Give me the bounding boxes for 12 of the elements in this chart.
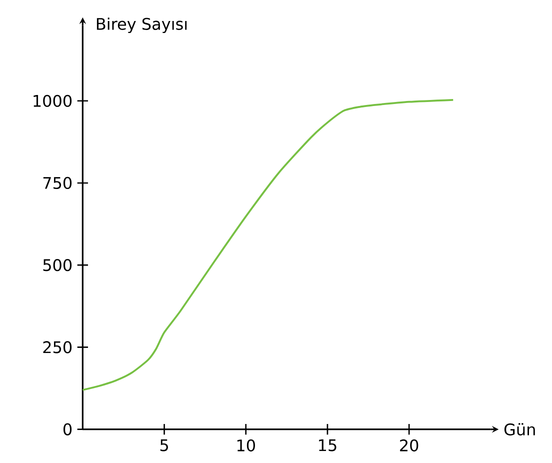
y-tick-label: 0 [63, 423, 72, 436]
x-tick-label: 10 [237, 440, 255, 452]
y-tick-label: 500 [43, 259, 72, 272]
line-series [82, 99, 454, 392]
y-tick-label: 750 [43, 177, 72, 190]
y-tick-label: 250 [43, 341, 72, 354]
x-tick-label: 20 [400, 440, 418, 452]
x-tick-label: 5 [160, 440, 168, 452]
x-axis-title: Gün [504, 423, 535, 436]
x-tick-label: 15 [319, 440, 336, 452]
y-tick-label: 1000 [34, 94, 72, 108]
y-axis-title: Birey Sayısı [96, 18, 187, 34]
